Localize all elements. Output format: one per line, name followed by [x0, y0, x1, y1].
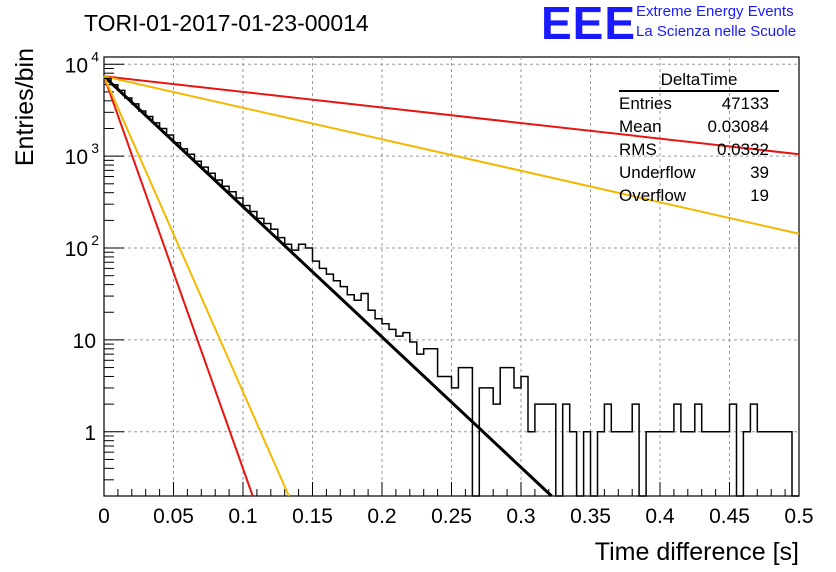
- stats-row: Entries 47133: [609, 92, 779, 115]
- x-tick-label: 0.1: [228, 505, 257, 528]
- x-axis-label: Time difference [s]: [595, 538, 799, 566]
- stats-row: Underflow 39: [609, 161, 779, 184]
- x-tick-label: 0.15: [292, 505, 333, 528]
- x-tick-label: 0.25: [431, 505, 472, 528]
- fit-lines: [102, 75, 800, 498]
- y-tick-exponent: 4: [91, 48, 99, 64]
- stats-box: DeltaTime Entries 47133 Mean 0.03084 RMS 0.…: [609, 70, 779, 207]
- fit-line: [103, 75, 254, 497]
- y-tick-label: 10: [65, 238, 88, 261]
- chart-title: TORI-01-2017-01-23-00014: [84, 10, 369, 36]
- fit-line: [103, 75, 800, 235]
- stats-label: RMS: [619, 140, 657, 159]
- x-axis: 0 0.05 0.1 0.15 0.2 0.25 0.3 0.35 0.4 0.45 0.5: [98, 482, 814, 528]
- y-tick-exponent: 2: [91, 232, 99, 248]
- y-tick-label: 10: [65, 146, 88, 169]
- x-tick-label: 0.5: [784, 505, 813, 528]
- eee-tagline-2: La Scienza nelle Scuole: [636, 23, 797, 40]
- x-tick-label: 0.2: [367, 505, 396, 528]
- x-tick-label: 0.35: [570, 505, 611, 528]
- y-axis-label: Entries/bin: [11, 48, 39, 166]
- histogram: [104, 77, 799, 497]
- eee-logo: EEE: [541, 0, 637, 49]
- x-tick-label: 0.3: [506, 505, 535, 528]
- stats-row: Overflow 19: [609, 184, 779, 207]
- fit-line: [103, 75, 290, 497]
- grid: [104, 57, 799, 496]
- stats-row: RMS 0.0332: [609, 138, 779, 161]
- stats-value: 19: [750, 186, 769, 205]
- stats-value: 47133: [721, 94, 769, 113]
- stats-value: 0.03084: [707, 117, 769, 136]
- x-tick-label: 0.4: [645, 505, 675, 528]
- y-tick-label: 10: [73, 330, 96, 353]
- y-tick-label: 1: [84, 422, 96, 445]
- fit-line: [103, 75, 800, 156]
- x-tick-label: 0.05: [153, 505, 194, 528]
- stats-title: DeltaTime: [619, 70, 779, 92]
- x-tick-label: 0: [98, 505, 110, 528]
- eee-tagline-1: Extreme Energy Events: [636, 3, 794, 20]
- stats-value: 39: [750, 163, 769, 182]
- stats-label: Entries: [619, 94, 672, 113]
- stats-row: Mean 0.03084: [609, 115, 779, 138]
- stats-label: Underflow: [619, 163, 696, 182]
- stats-value: 0.0332: [717, 140, 769, 159]
- y-tick-exponent: 3: [91, 140, 99, 156]
- x-tick-label: 0.45: [709, 505, 750, 528]
- fit-line: [102, 75, 553, 498]
- stats-label: Overflow: [619, 186, 687, 205]
- y-tick-label: 10: [65, 54, 88, 77]
- stats-label: Mean: [619, 117, 662, 136]
